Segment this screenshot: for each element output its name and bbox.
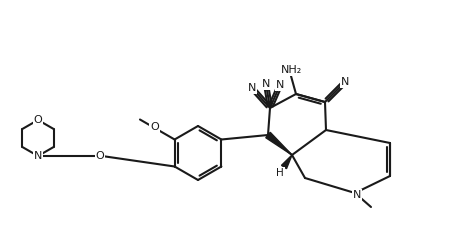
Text: N: N xyxy=(341,77,349,87)
Text: N: N xyxy=(34,151,42,161)
Text: NH₂: NH₂ xyxy=(281,65,302,75)
Text: O: O xyxy=(34,115,42,125)
Text: N: N xyxy=(276,80,284,90)
Polygon shape xyxy=(266,132,292,155)
Text: N: N xyxy=(353,190,361,200)
Text: N: N xyxy=(248,83,256,93)
Text: N: N xyxy=(262,79,270,89)
Text: O: O xyxy=(150,123,159,132)
Text: H: H xyxy=(276,168,284,178)
Polygon shape xyxy=(282,155,292,169)
Text: O: O xyxy=(95,151,104,161)
